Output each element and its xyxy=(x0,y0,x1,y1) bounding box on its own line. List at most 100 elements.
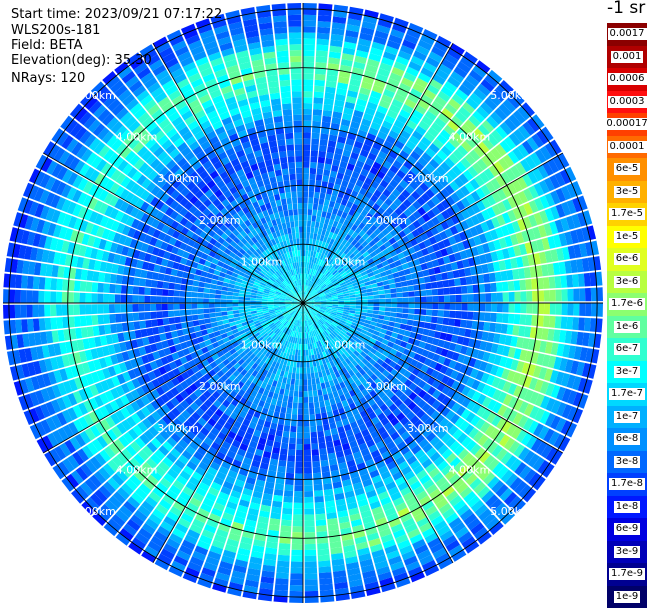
beta-cell xyxy=(290,384,295,390)
beta-cell xyxy=(203,298,209,303)
beta-cell xyxy=(304,444,311,450)
beta-cell xyxy=(282,508,292,515)
beta-cell xyxy=(284,490,293,497)
beta-cell xyxy=(310,227,314,233)
beta-cell xyxy=(388,321,395,326)
beta-cell xyxy=(402,292,408,297)
beta-cell xyxy=(303,68,314,74)
beta-cell xyxy=(132,304,138,312)
beta-cell xyxy=(424,322,431,329)
beta-cell xyxy=(285,384,290,390)
beta-cell xyxy=(317,163,324,170)
beta-cell xyxy=(385,307,391,311)
beta-cell xyxy=(317,425,324,432)
beta-cell xyxy=(303,103,312,109)
beta-cell xyxy=(316,174,323,181)
beta-cell xyxy=(303,121,311,127)
beta-cell xyxy=(92,282,99,292)
beta-cell xyxy=(233,310,239,314)
beta-cell xyxy=(157,319,164,326)
beta-cell xyxy=(356,306,362,309)
beta-cell xyxy=(450,295,456,302)
beta-cell xyxy=(303,150,310,156)
beta-cell xyxy=(315,502,325,509)
beta-cell xyxy=(304,497,313,503)
beta-cell xyxy=(299,391,303,397)
beta-cell xyxy=(232,300,238,303)
beta-cell xyxy=(356,300,362,303)
beta-cell xyxy=(162,304,168,311)
beta-cell xyxy=(307,215,311,221)
beta-cell xyxy=(394,277,401,283)
beta-cell xyxy=(389,283,396,288)
beta-cell xyxy=(306,233,310,239)
beta-cell xyxy=(293,403,298,409)
beta-cell xyxy=(205,323,212,329)
beta-cell xyxy=(379,311,385,315)
beta-cell xyxy=(92,315,99,325)
beta-cell xyxy=(290,432,297,438)
beta-cell xyxy=(438,310,444,317)
beta-cell xyxy=(97,283,104,293)
beta-cell xyxy=(221,307,227,311)
beta-cell xyxy=(291,227,295,233)
beta-cell xyxy=(305,544,316,550)
beta-cell xyxy=(507,325,514,335)
beta-cell xyxy=(292,97,302,103)
beta-cell xyxy=(320,193,326,200)
beta-cell xyxy=(145,279,152,287)
beta-cell xyxy=(97,315,104,325)
beta-cell xyxy=(313,115,322,122)
beta-cell xyxy=(447,326,454,334)
beta-cell xyxy=(304,532,315,538)
beta-cell xyxy=(221,303,227,307)
beta-cell xyxy=(279,388,284,395)
beta-cell xyxy=(320,133,328,140)
beta-cell xyxy=(299,232,302,238)
beta-cell xyxy=(304,538,315,544)
beta-cell xyxy=(525,315,532,326)
beta-cell xyxy=(326,441,334,448)
beta-cell xyxy=(383,280,390,285)
beta-cell xyxy=(296,162,303,168)
beta-cell xyxy=(362,296,368,299)
beta-cell xyxy=(393,327,400,333)
beta-cell xyxy=(305,262,307,268)
beta-cell xyxy=(448,279,455,287)
beta-cell xyxy=(484,313,491,322)
beta-cell xyxy=(281,520,292,527)
beta-cell xyxy=(288,396,293,402)
beta-cell xyxy=(256,303,262,305)
beta-cell xyxy=(356,297,362,300)
beta-cell xyxy=(316,56,328,63)
beta-cell xyxy=(309,245,312,251)
beta-cell xyxy=(273,393,279,400)
beta-cell xyxy=(296,174,302,180)
beta-cell xyxy=(467,285,473,293)
beta-cell xyxy=(194,275,201,281)
beta-cell xyxy=(414,291,420,297)
beta-cell xyxy=(315,508,325,515)
beta-cell xyxy=(396,313,402,318)
beta-cell xyxy=(204,283,211,288)
beta-cell xyxy=(298,409,303,415)
beta-cell xyxy=(361,309,367,313)
beta-cell xyxy=(315,408,321,415)
beta-cell xyxy=(175,323,182,330)
beta-cell xyxy=(275,170,282,177)
beta-cell xyxy=(307,373,311,379)
beta-cell xyxy=(426,296,432,302)
beta-cell xyxy=(279,543,291,550)
beta-cell xyxy=(209,313,215,318)
beta-cell xyxy=(283,431,290,438)
beta-cell xyxy=(405,325,412,331)
beta-cell xyxy=(304,456,311,462)
beta-cell xyxy=(436,324,443,331)
beta-cell xyxy=(278,145,286,152)
beta-cell xyxy=(303,62,314,68)
beta-cell xyxy=(144,296,150,303)
beta-cell xyxy=(391,303,397,307)
beta-cell xyxy=(373,310,379,314)
beta-cell xyxy=(325,435,332,442)
beta-cell xyxy=(197,298,203,303)
